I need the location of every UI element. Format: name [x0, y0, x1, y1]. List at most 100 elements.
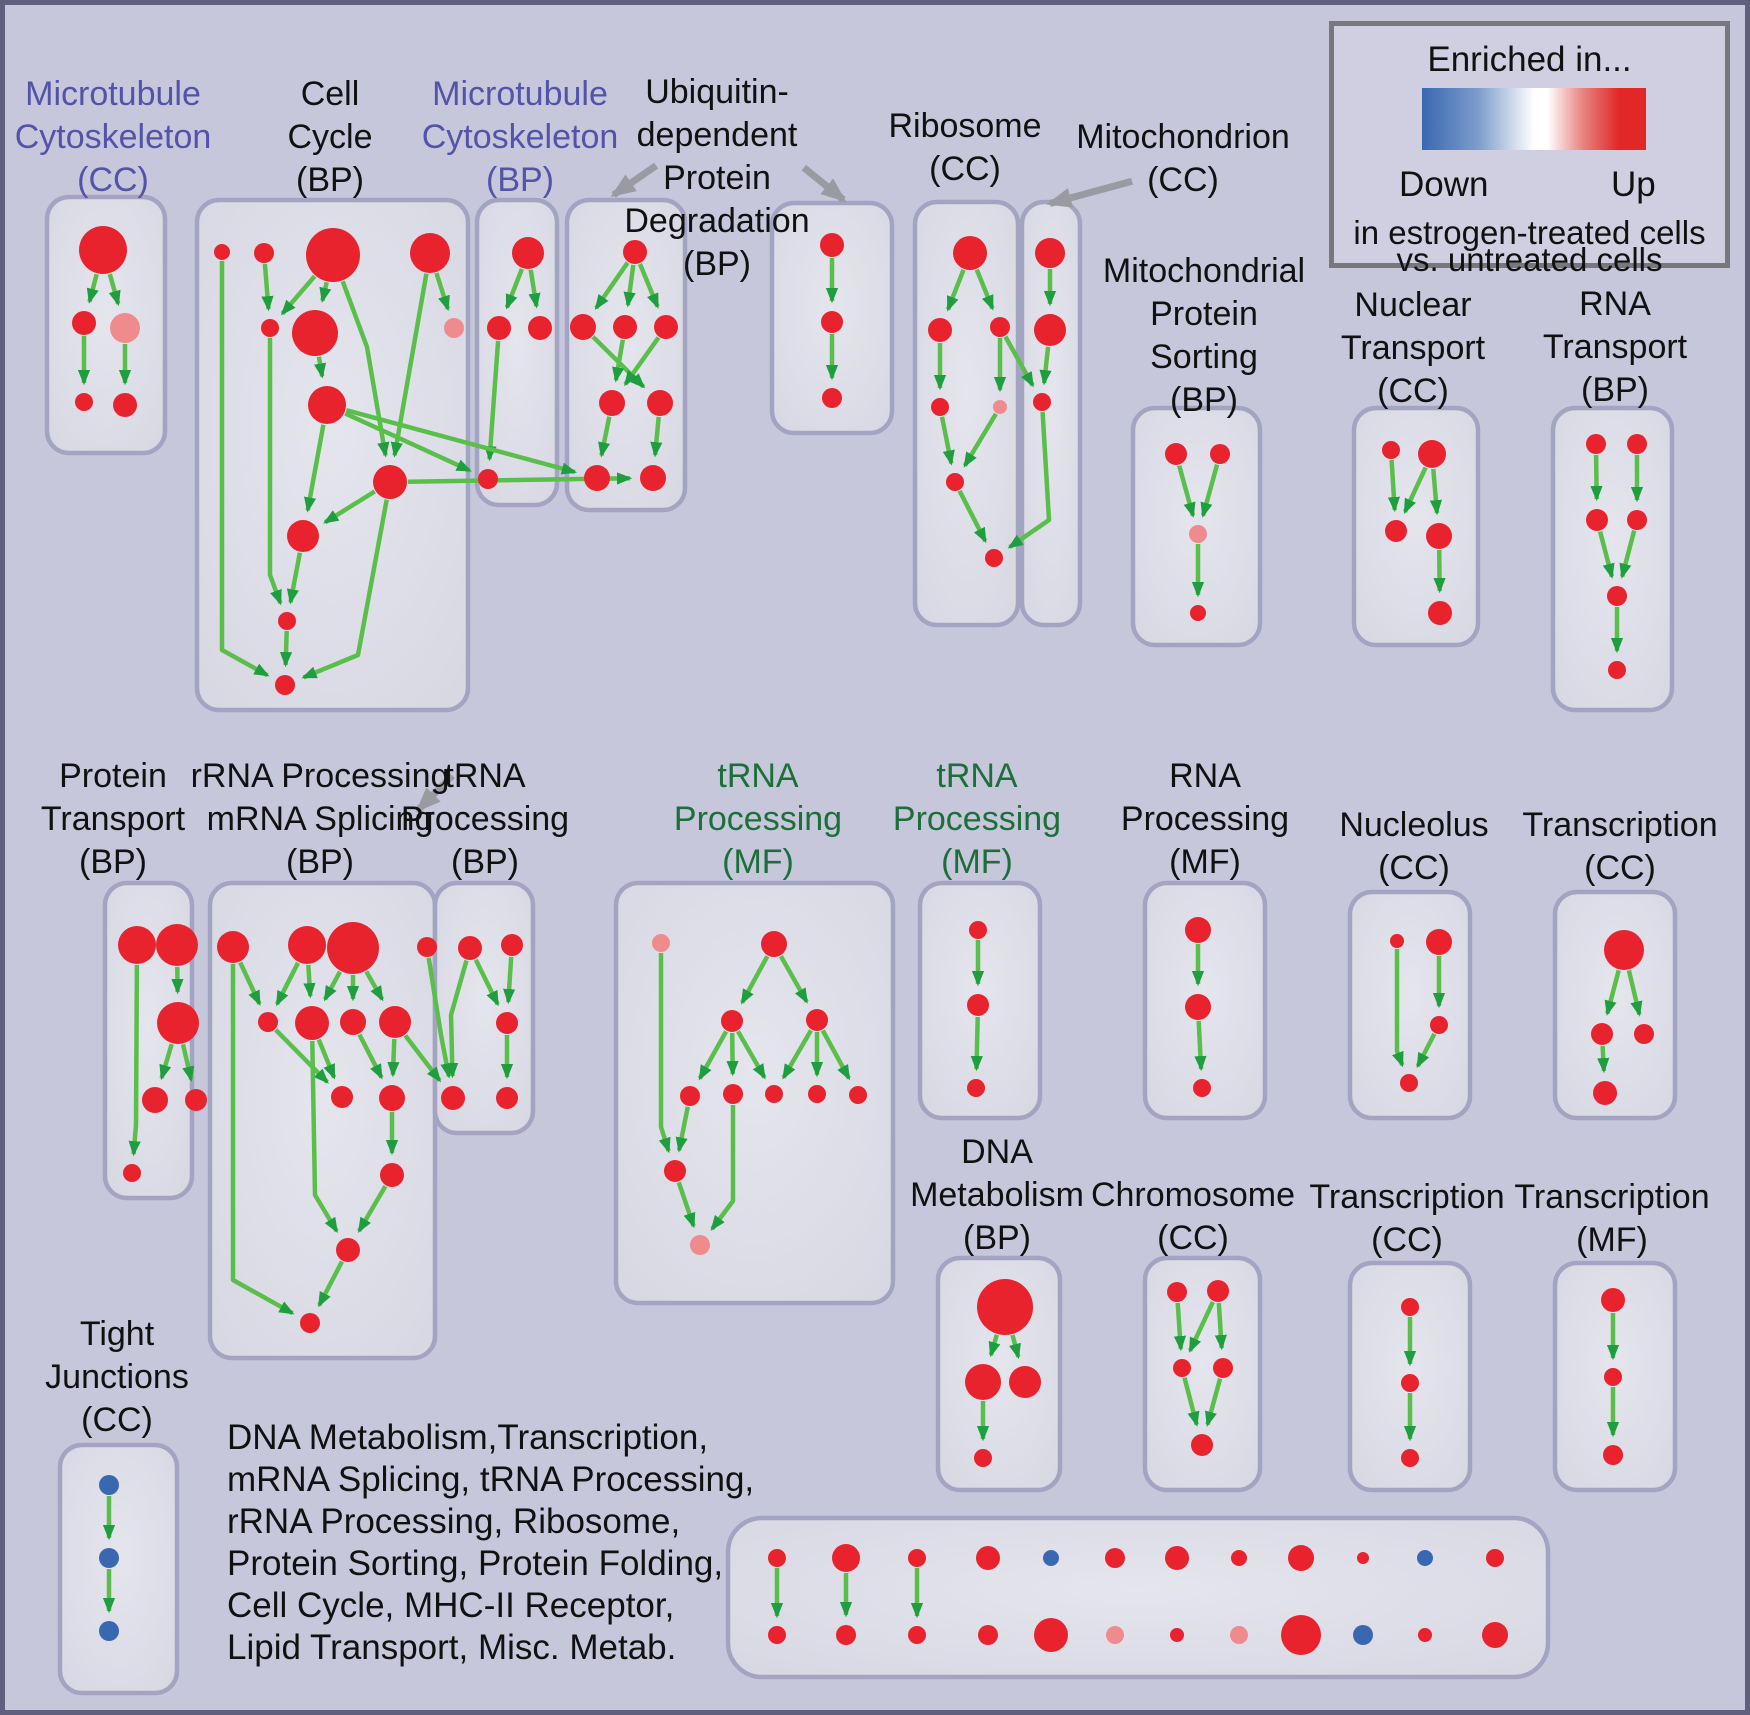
edge: [676, 1181, 696, 1229]
go-term-node-red: [1009, 1366, 1041, 1398]
go-term-node-red: [1035, 238, 1065, 268]
go-term-node-red: [287, 520, 319, 552]
go-term-node-red: [723, 1084, 743, 1104]
cluster-box-transcription-cc-row2: [1552, 889, 1678, 1121]
go-term-node-red: [1426, 929, 1452, 955]
edge: [658, 953, 671, 1154]
go-term-node-red: [1390, 934, 1404, 948]
go-term-node-red: [761, 931, 787, 957]
go-term-node-red: [1608, 661, 1626, 679]
edge: [1619, 530, 1637, 579]
go-term-node-red: [278, 612, 296, 630]
go-term-node-red: [1486, 1549, 1504, 1567]
edge: [1007, 411, 1052, 550]
edge: [675, 1106, 691, 1153]
go-term-node-red: [1165, 443, 1187, 465]
go-term-node-red: [501, 934, 523, 956]
edge: [345, 408, 578, 475]
cluster-microtubule-cytoskeleton-bp: [474, 197, 560, 508]
go-term-node-red: [1231, 1550, 1247, 1566]
go-term-node-red: [946, 473, 964, 491]
go-term-node-red: [1185, 994, 1211, 1020]
go-term-node-red: [1173, 1359, 1191, 1377]
edge: [415, 773, 455, 813]
edge: [1194, 1020, 1207, 1072]
go-term-node-pink: [993, 400, 1007, 414]
go-term-node-red: [295, 1006, 329, 1040]
go-term-node-red: [214, 244, 230, 260]
edge: [1205, 1378, 1223, 1427]
go-term-node-red: [931, 398, 949, 416]
go-term-node-red: [1210, 444, 1230, 464]
edge: [238, 961, 262, 1006]
edge: [279, 630, 293, 668]
go-term-node-red: [1170, 1628, 1184, 1642]
edge: [107, 273, 121, 307]
go-term-node-red: [113, 393, 137, 417]
edge: [319, 281, 332, 304]
go-term-node-red: [379, 1006, 411, 1038]
go-term-node-red: [258, 1012, 278, 1032]
go-term-node-red: [380, 1163, 404, 1187]
legend-note-line1: in estrogen-treated cells: [1353, 214, 1706, 251]
go-term-node-red: [1430, 1016, 1448, 1034]
edge: [1604, 969, 1621, 1016]
cluster-box-misc-enrichment-strip: [725, 1515, 1551, 1680]
go-term-node-red: [156, 924, 198, 966]
edge: [1433, 549, 1446, 594]
go-term-node-red: [1191, 1434, 1213, 1456]
edge: [180, 1043, 195, 1082]
legend: Enriched in... Down Up in estrogen-treat…: [1329, 21, 1730, 278]
go-term-node-red: [821, 311, 843, 333]
edge: [426, 957, 453, 1079]
edge: [504, 268, 524, 310]
cluster-box-nuclear-transport-cc: [1351, 405, 1481, 648]
go-term-node-red: [292, 310, 338, 356]
edge: [301, 499, 389, 680]
legend-note-line2: vs. untreated cells: [1396, 241, 1663, 278]
edge: [740, 955, 770, 1005]
go-term-node-red: [721, 1010, 743, 1032]
go-term-node-red: [1193, 1079, 1211, 1097]
go-term-node-red: [808, 1085, 826, 1103]
go-term-node-red: [123, 1164, 141, 1182]
edge: [1214, 1302, 1227, 1351]
edge: [1182, 1377, 1200, 1427]
edge: [274, 961, 301, 1007]
edge: [1590, 454, 1603, 502]
go-term-node-red: [1482, 1622, 1508, 1648]
go-term-node-red: [496, 1012, 518, 1034]
go-term-node-red: [1382, 441, 1400, 459]
go-term-node-blue: [99, 1548, 119, 1568]
go-term-node-red: [1213, 1358, 1233, 1378]
edge: [528, 269, 541, 309]
go-term-node-red: [1190, 605, 1206, 621]
edge: [274, 1028, 329, 1084]
go-term-node-red: [1603, 1445, 1623, 1465]
go-term-node-red: [1401, 1449, 1419, 1467]
go-term-node-red: [373, 465, 407, 499]
edge: [357, 1033, 384, 1080]
edge: [267, 338, 283, 606]
go-term-node-red: [584, 465, 610, 491]
go-term-node-red: [306, 228, 360, 282]
go-term-node-red: [72, 311, 96, 335]
edge: [598, 416, 612, 458]
go-term-node-red: [967, 1079, 985, 1097]
go-term-node-red: [512, 237, 544, 269]
edge: [974, 268, 995, 311]
go-term-node-red: [967, 994, 989, 1016]
edge: [86, 273, 99, 304]
edge: [637, 263, 660, 309]
edge: [317, 1260, 344, 1308]
go-term-node-red: [613, 315, 637, 339]
go-term-node-red: [478, 469, 498, 489]
go-term-node-red: [908, 1626, 926, 1644]
go-term-node-red: [836, 1625, 856, 1645]
legend-gradient-bar: [1422, 88, 1646, 150]
edge: [623, 336, 661, 387]
cluster-microtubule-cytoskeleton-cc: [44, 194, 168, 456]
go-term-node-red: [417, 937, 437, 957]
go-term-node-red: [640, 465, 666, 491]
go-term-node-pink: [110, 313, 140, 343]
